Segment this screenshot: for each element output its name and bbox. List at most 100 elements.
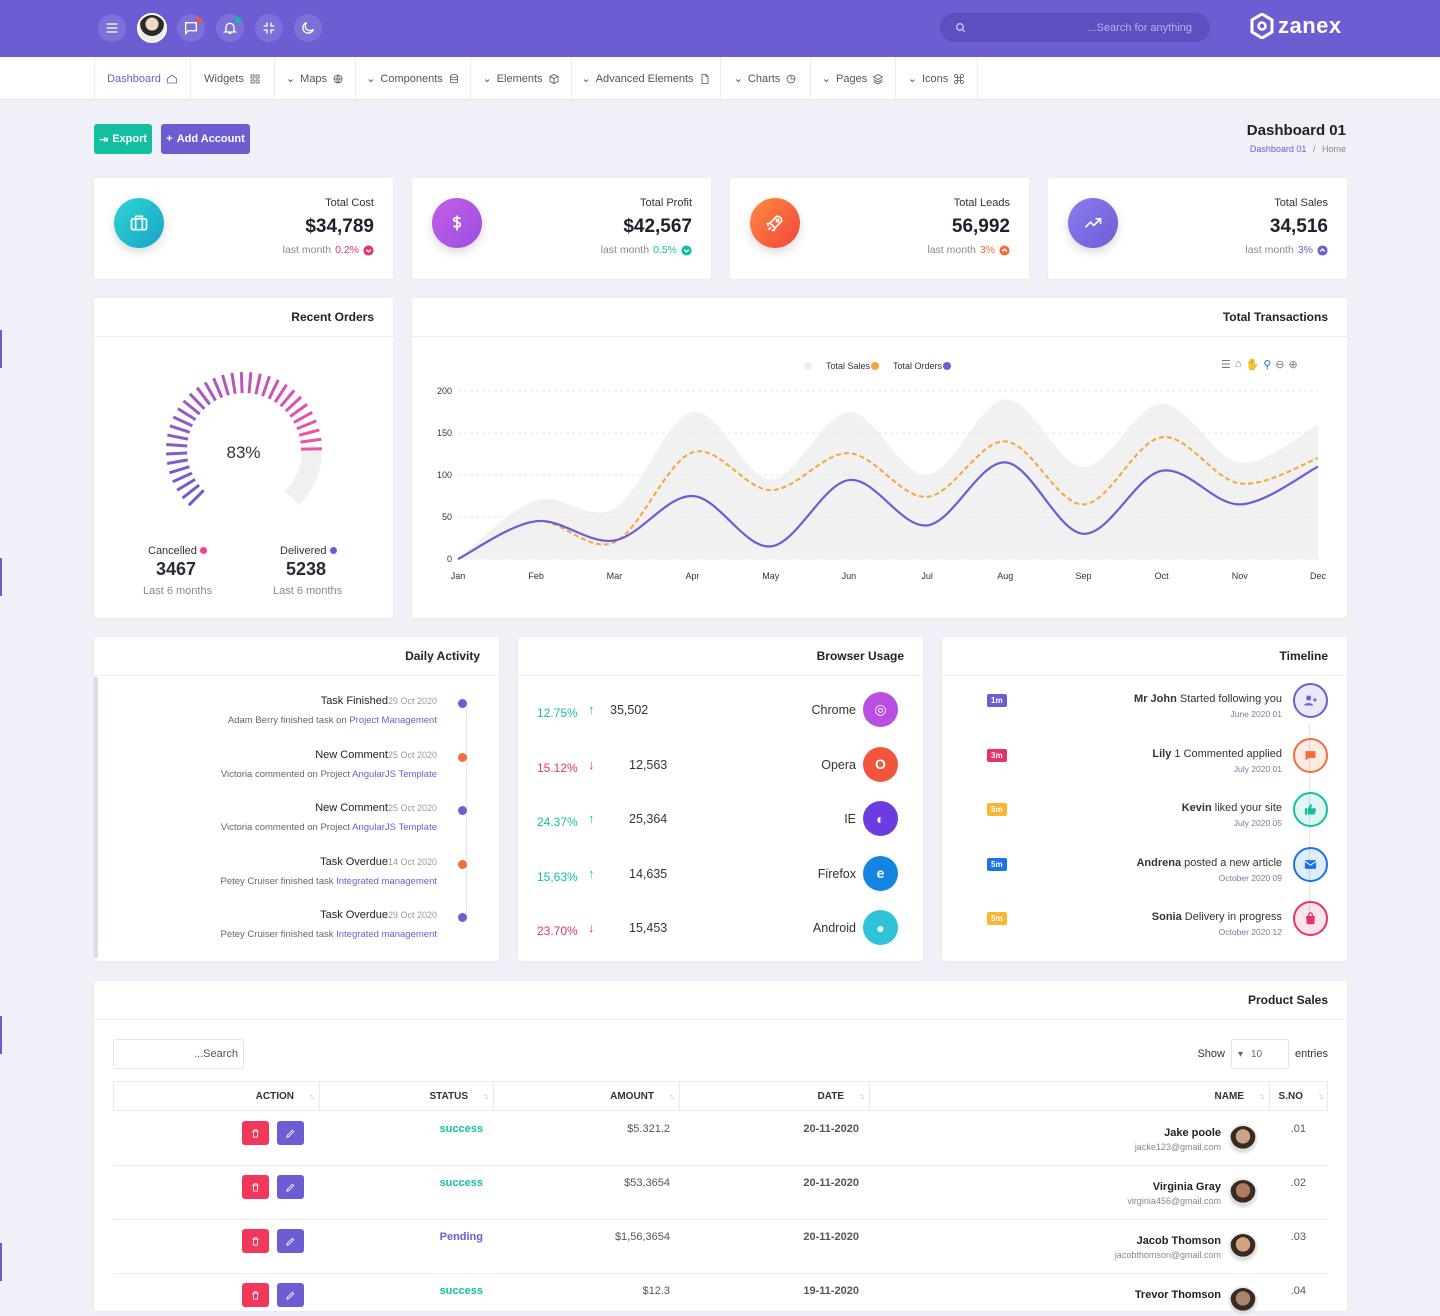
brand-logo[interactable]: zanex [1250,13,1342,39]
timeline-name[interactable]: Kevin [1182,802,1212,814]
nav-maps[interactable]: ⌄ Maps [275,57,356,100]
th-action[interactable]: ACTION [113,1081,320,1111]
delete-button[interactable] [242,1175,269,1199]
fullscreen-button[interactable] [255,14,283,42]
legend-orders[interactable]: Total Orders [893,361,942,371]
file-icon [699,73,711,85]
th-name[interactable]: NAME [870,1081,1270,1111]
add-account-button[interactable]: + Add Account [161,124,250,154]
timeline-name[interactable]: Lily [1152,748,1171,760]
activity-title: New Comment25 Oct 2020 [315,749,437,761]
th-date[interactable]: DATE [680,1081,870,1111]
user-avatar[interactable] [137,13,167,43]
y-tick-label: 0 [447,554,452,564]
delete-button[interactable] [242,1229,269,1253]
total-transactions-card: Total Transactions Total Sales Total Ord… [412,298,1347,618]
theme-toggle-button[interactable] [294,14,322,42]
zoom-in-icon[interactable]: ⊕ [1289,358,1298,371]
date-cell: 20-11-2020 [803,1123,859,1135]
chevron-down-icon: ⌄ [286,72,295,85]
th-sno[interactable]: S.NO [1270,1081,1328,1111]
nav-label: Components [380,73,442,85]
x-tick-label: Nov [1232,571,1249,581]
chrome-icon: ◎ [863,692,898,727]
customer-name: Trevor Thomson [1135,1289,1221,1301]
timeline-text: Mr John Started following you [1134,693,1282,705]
activity-link[interactable]: AngularJS Template [352,822,437,833]
nav-charts[interactable]: ⌄ Charts [721,57,811,100]
home-icon[interactable]: ⌂ [1235,358,1242,371]
stat-label: Total Leads [954,197,1010,209]
delete-button[interactable] [242,1121,269,1145]
breadcrumb-home[interactable]: Home [1322,144,1346,154]
edit-button[interactable] [277,1121,304,1145]
x-tick-label: Jun [842,571,857,581]
zoom-out-icon[interactable]: ⊖ [1275,358,1284,371]
activity-title: Task Finished29 Oct 2020 [321,695,437,707]
activity-title: Task Overdue29 Oct 2020 [320,909,437,921]
pan-icon[interactable]: ✋ [1246,358,1260,371]
stat-change: last month 3% [1245,244,1328,256]
th-status[interactable]: STATUS [320,1081,494,1111]
activity-link[interactable]: AngularJS Template [352,769,437,780]
nav-dashboard[interactable]: Dashboard [94,57,191,100]
dollar-icon [447,213,467,233]
caret-down-icon: ▾ [1238,1049,1243,1060]
row-divider [113,1273,1328,1274]
customer-name: Jake poole [1164,1127,1221,1139]
layers-icon [872,73,884,85]
trending-up-icon [1083,213,1103,233]
activity-desc-text: Adam Berry finished task on [228,715,349,726]
timeline-icon-circle [1293,847,1328,882]
activity-desc: Victoria commented on Project AngularJS … [221,822,437,833]
ie-icon: ◐ [863,801,898,836]
activity-link[interactable]: Integrated management [336,876,437,887]
timeline-name[interactable]: Sonia [1152,911,1182,923]
breadcrumb-dashboard[interactable]: Dashboard 01 [1250,144,1307,154]
activity-date: 29 Oct 2020 [388,910,437,920]
chevron-down-icon: ⌄ [581,72,590,85]
activity-desc-text: Victoria commented on Project [221,822,352,833]
edit-button[interactable] [277,1283,304,1307]
gauge-tick [173,473,192,482]
activity-desc-text: Petey Cruiser finished task [220,876,336,887]
delete-button[interactable] [242,1283,269,1307]
gauge-tick [269,380,278,399]
menu-toggle-button[interactable] [98,14,126,42]
messages-button[interactable] [177,14,205,42]
stat-value: $34,789 [305,216,374,238]
nav-icons[interactable]: ⌄ Icons [896,57,978,100]
th-amount[interactable]: AMOUNT [494,1081,680,1111]
legend-sales[interactable]: Total Sales [826,361,870,371]
timeline-text: Kevin liked your site [1182,802,1282,814]
timeline-name[interactable]: Andrena [1136,857,1181,869]
edit-button[interactable] [277,1175,304,1199]
top-header: ...Search for anything zanex [0,0,1440,57]
command-icon [953,73,965,85]
nav-elements[interactable]: ⌄ Elements [471,57,572,100]
global-search-input[interactable]: ...Search for anything [940,13,1210,42]
row-divider [113,1165,1328,1166]
page-size-select[interactable]: ▾ 10 [1231,1039,1289,1069]
menu-icon[interactable]: ☰ [1221,358,1231,371]
gauge-tick [223,375,229,395]
nav-advanced-elements[interactable]: ⌄ Advanced Elements [572,57,721,100]
edit-button[interactable] [277,1229,304,1253]
y-tick-label: 150 [437,428,452,438]
breadcrumb-separator: / [1313,144,1316,154]
nav-components[interactable]: ⌄ Components [356,57,471,100]
export-button[interactable]: ⇥ Export [94,124,152,154]
table-search-input[interactable]: ...Search [113,1039,244,1069]
activity-link[interactable]: Project Management [349,715,437,726]
arrow-up-icon: ↑ [588,811,595,826]
notifications-button[interactable] [216,14,244,42]
entries-label: entries [1295,1048,1328,1060]
zoom-icon[interactable]: ⚲ [1263,358,1271,371]
chart-legend: Total Sales Total Orders [804,361,951,371]
nav-pages[interactable]: ⌄ Pages [811,57,896,100]
activity-link[interactable]: Integrated management [336,929,437,940]
nav-widgets[interactable]: Widgets [191,57,275,100]
timeline-name[interactable]: Mr John [1134,693,1177,705]
activity-title-text: Task Overdue [320,909,388,921]
